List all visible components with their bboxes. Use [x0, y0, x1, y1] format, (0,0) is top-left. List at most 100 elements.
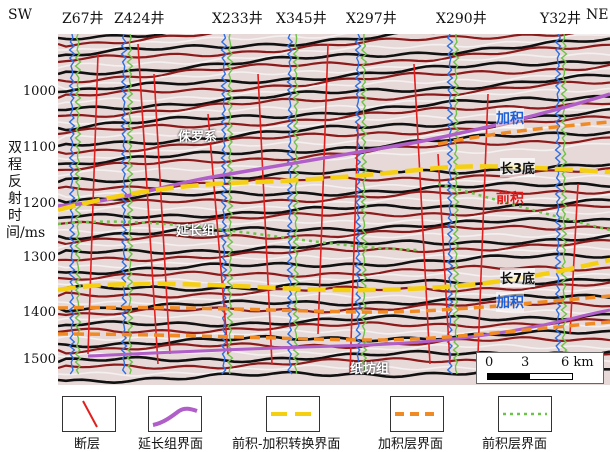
seismic-reflector — [58, 312, 610, 328]
seismic-reflector — [58, 329, 610, 349]
seismic-reflector — [58, 73, 610, 112]
well-label-x345: X345井 — [276, 11, 327, 27]
chang7-base-label: 长7底 — [500, 268, 536, 287]
seismic-reflector — [58, 34, 383, 51]
seismic-reflector — [58, 34, 575, 64]
seismic-reflector — [58, 130, 610, 166]
chang7-transition-boundary — [58, 257, 610, 293]
seismic-reflector — [58, 198, 610, 220]
seismic-reflector — [58, 174, 610, 199]
yanchang-formation-label: 延长组 — [176, 224, 216, 239]
well-label-z67: Z67井 — [62, 11, 104, 27]
seismic-reflector — [58, 189, 610, 208]
seismic-reflector — [58, 343, 610, 358]
scale-label-3: 3 — [521, 355, 530, 370]
seismic-reflector — [58, 307, 610, 321]
fault-line — [349, 123, 359, 375]
seismic-reflector — [58, 34, 167, 41]
fault-line — [87, 53, 99, 355]
seismic-reflector — [58, 102, 610, 136]
y-tick-1000: 1000 — [22, 84, 56, 99]
well-label-y32: Y32井 — [540, 11, 582, 27]
sw-direction-label: SW — [8, 7, 32, 23]
seismic-reflector — [58, 233, 610, 256]
progradation-label: 前积 — [496, 191, 524, 207]
fault-line — [137, 43, 159, 365]
zhifang-formation-label: 纸坊组 — [350, 362, 390, 377]
aggradation-upper-label: 加积 — [496, 108, 524, 128]
seismic-reflector — [58, 37, 610, 76]
jurassic-label: 侏罗系 — [178, 130, 218, 145]
well-log-trace — [126, 34, 134, 375]
well-label-x233: X233井 — [212, 11, 263, 27]
seismic-reflector — [58, 238, 610, 263]
legend-label-aggradation-boundary: 加积层界面 — [378, 437, 444, 452]
fault-line — [317, 43, 329, 335]
scale-label-6km: 6 km — [561, 355, 594, 370]
yanchang-boundary-icon — [148, 396, 202, 432]
seismic-reflector — [58, 67, 610, 105]
y-axis-title: 双程反射时间/ms — [6, 140, 46, 241]
seismic-reflector — [58, 34, 436, 58]
seismic-reflector — [58, 63, 610, 100]
y-tick-1200: 1200 — [22, 196, 56, 211]
seismic-reflector — [58, 80, 610, 118]
legend-label-transition-boundary: 前积-加积转换界面 — [232, 437, 341, 452]
well-log-trace — [292, 34, 300, 375]
seismic-reflector — [58, 245, 610, 269]
seismic-reflector — [58, 34, 610, 69]
well-label-x290: X290井 — [436, 11, 487, 27]
well-log-trace — [452, 34, 460, 375]
scale-bar: 0 3 6 km — [476, 352, 604, 384]
well-log-trace — [220, 34, 228, 375]
well-log-trace — [226, 34, 234, 375]
seismic-reflector — [58, 193, 610, 213]
fault-line — [569, 183, 579, 335]
seismic-section-image — [58, 34, 610, 385]
well-log-trace — [286, 34, 294, 375]
ne-direction-label: NE — [586, 7, 609, 23]
fault-line — [437, 153, 451, 365]
seismic-reflector — [58, 123, 610, 161]
seismic-reflector — [58, 87, 610, 125]
chang3-base-label: 长3底 — [500, 158, 536, 177]
seismic-reflector — [58, 317, 610, 335]
fault-line — [257, 73, 273, 365]
y-tick-1400: 1400 — [22, 305, 56, 320]
transition-boundary-icon — [266, 396, 320, 432]
aggradation-boundary-icon — [390, 396, 444, 432]
well-label-x297: X297井 — [346, 11, 397, 27]
seismic-reflector — [58, 94, 610, 132]
well-log-trace — [360, 34, 368, 375]
aggradation-lower-label: 加积 — [496, 292, 524, 312]
aggradation-upper-boundary — [437, 120, 610, 146]
seismic-reflector — [58, 252, 610, 276]
fault-line — [413, 63, 431, 365]
progradation-boundary-icon — [498, 396, 552, 432]
fault-line-icon — [62, 396, 116, 432]
scale-bar-graphic — [487, 373, 573, 380]
legend-label-yanchang-boundary: 延长组界面 — [138, 437, 204, 452]
seismic-reflector — [58, 181, 610, 204]
fault-line — [207, 113, 229, 355]
scale-label-0: 0 — [485, 355, 494, 370]
seismic-reflector — [58, 142, 610, 177]
seismic-reflector — [58, 281, 610, 299]
legend-label-fault: 断层 — [74, 437, 101, 452]
well-label-z424: Z424井 — [114, 11, 165, 27]
aggradation-lower-boundary-2 — [58, 320, 610, 342]
y-tick-1300: 1300 — [22, 250, 56, 265]
yanchang-bottom-boundary — [87, 308, 610, 358]
well-log-trace — [446, 34, 454, 375]
fault-line — [477, 93, 489, 355]
well-log-trace — [554, 34, 562, 375]
y-tick-1100: 1100 — [22, 140, 56, 155]
faults — [87, 43, 579, 375]
well-log-trace — [354, 34, 362, 375]
well-log-trace — [120, 34, 128, 375]
well-log-trace — [560, 34, 568, 375]
seismic-reflector — [58, 52, 610, 91]
seismic-reflector — [58, 43, 610, 84]
seismic-reflector — [58, 60, 610, 94]
fault-line — [153, 73, 171, 355]
